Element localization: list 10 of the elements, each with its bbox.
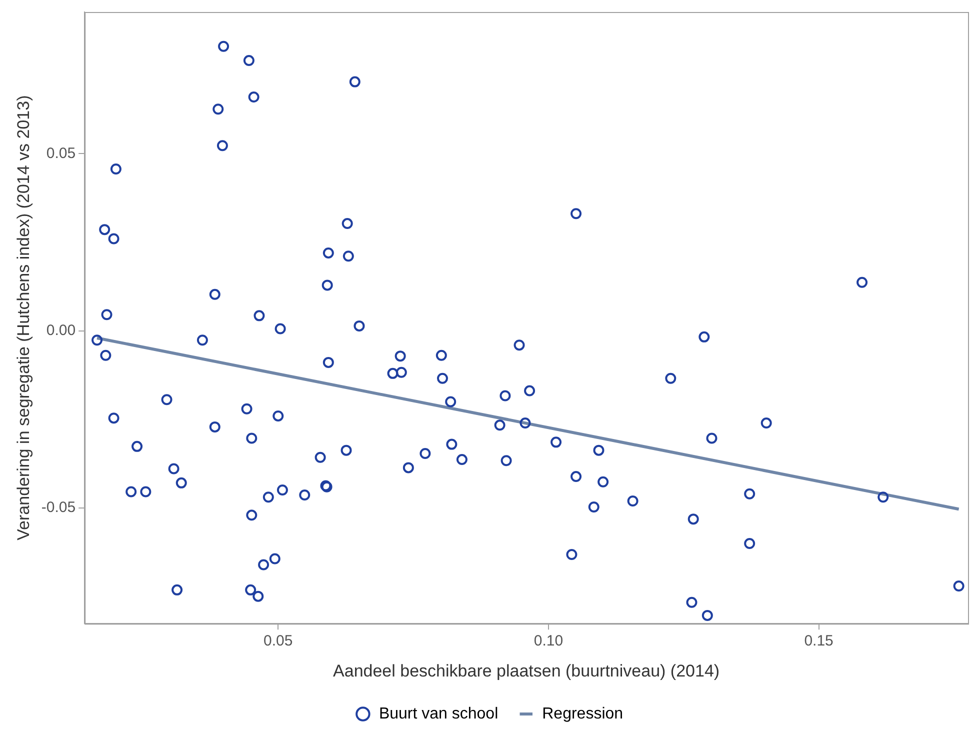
x-tick-label: 0.10: [534, 632, 564, 650]
x-tick-label: 0.15: [804, 632, 834, 650]
y-tick-label: 0.00: [46, 322, 76, 340]
legend-label: Buurt van school: [378, 705, 498, 722]
y-tick-label: 0.05: [46, 144, 76, 162]
x-tick-label: 0.05: [264, 632, 293, 650]
y-axis-title: Verandering in segregatie (Hutchens index) (2014 vs 2013): [14, 95, 33, 540]
x-axis-title: Aandeel beschikbare plaatsen (buurtniveau) (2014): [333, 661, 720, 680]
legend-label: Regression: [542, 705, 624, 722]
y-tick-label: -0.05: [41, 499, 76, 516]
